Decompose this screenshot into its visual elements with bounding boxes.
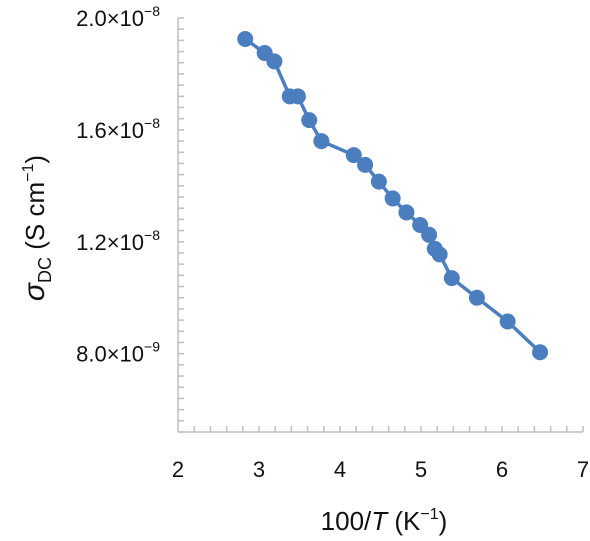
x-tick-label: 3: [253, 457, 265, 482]
x-axis-title-exponent: −1: [420, 506, 438, 523]
y-tick-mantissa: 1.6×10: [76, 118, 144, 143]
y-tick-label: 8.0×10−9: [76, 339, 160, 367]
y-tick-exponent: −8: [144, 3, 160, 19]
x-tick-label: 2: [172, 457, 184, 482]
y-tick-label: 2.0×10−8: [76, 3, 160, 31]
y-tick-mantissa: 1.2×10: [76, 230, 144, 255]
y-tick-exponent: −8: [144, 227, 160, 243]
y-tick-label: 1.2×10−8: [76, 227, 160, 255]
data-point: [357, 156, 374, 173]
data-point: [266, 53, 283, 70]
y-axis-title-exponent: −1: [20, 164, 37, 182]
x-axis-title-close: ): [439, 506, 448, 536]
data-point: [289, 88, 306, 105]
data-point: [421, 226, 438, 243]
data-point: [468, 289, 485, 306]
data-point: [532, 344, 549, 361]
data-point: [443, 270, 460, 287]
y-tick-mantissa: 2.0×10: [76, 6, 144, 31]
x-axis-title-variable: T: [371, 506, 389, 536]
y-axis-title: σDC (S cm−1): [18, 155, 55, 301]
y-axis-title-close: ): [20, 155, 50, 164]
y-tick-labels: 2.0×10−81.6×10−81.2×10−88.0×10−9: [76, 3, 160, 367]
x-tick-labels: 2 3 4 5 6 7: [172, 457, 589, 482]
x-axis-title-prefix: 100/: [321, 506, 372, 536]
data-point: [431, 246, 448, 263]
data-point: [313, 133, 330, 150]
data-point: [384, 190, 401, 207]
y-axis-title-unit: (S cm: [20, 182, 50, 257]
x-tick-label: 6: [496, 457, 508, 482]
data-point: [237, 30, 254, 47]
data-point: [499, 313, 516, 330]
x-tick-label: 7: [577, 457, 589, 482]
x-tick-label: 4: [334, 457, 346, 482]
minor-ticks: [178, 17, 584, 433]
y-tick-label: 1.6×10−8: [76, 115, 160, 143]
x-axis-title-unit: (K: [387, 506, 421, 536]
y-tick-exponent: −8: [144, 115, 160, 131]
data-point: [398, 204, 415, 221]
data-point: [301, 112, 318, 129]
data-point: [370, 173, 387, 190]
x-tick-label: 5: [415, 457, 427, 482]
x-axis-title: 100/T (K−1): [321, 506, 448, 536]
series-points: [237, 30, 549, 361]
data-point: [345, 147, 362, 164]
y-tick-mantissa: 8.0×10: [76, 342, 144, 367]
y-tick-exponent: −9: [144, 339, 160, 355]
y-axis-title-subscript: DC: [35, 257, 55, 283]
y-axis-title-symbol: σ: [18, 281, 51, 301]
